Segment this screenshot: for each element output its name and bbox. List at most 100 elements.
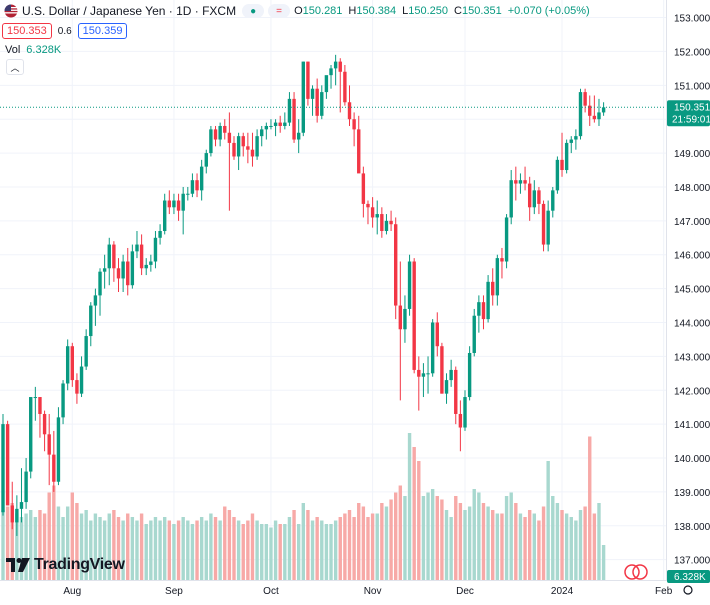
volume-bar: [375, 513, 379, 580]
volume-bar: [223, 506, 227, 580]
volume-bar: [172, 524, 176, 580]
candle-body: [523, 180, 527, 184]
candle-body: [555, 159, 560, 191]
volume-bar: [213, 517, 218, 580]
volume-bar: [75, 503, 79, 580]
candle-body: [213, 129, 218, 140]
candle-body: [79, 366, 84, 394]
volume-bar: [500, 513, 504, 580]
candle-body: [375, 214, 379, 218]
volume-bar: [10, 503, 14, 580]
candle-body: [329, 68, 333, 76]
y-tick-label: 138.000: [674, 522, 710, 533]
volume-bar: [361, 506, 366, 580]
symbol-title[interactable]: U.S. Dollar / Japanese Yen · 1D · FXCM: [22, 4, 237, 18]
volume-bar: [260, 524, 264, 580]
candle-body: [560, 159, 564, 171]
volume-bar: [163, 517, 167, 580]
sell-button[interactable]: 150.353: [2, 23, 52, 39]
candle-body: [278, 122, 282, 126]
volume-bar: [532, 513, 536, 580]
volume-bar: [38, 510, 42, 580]
candle-body: [149, 261, 153, 265]
candle-body: [481, 302, 486, 320]
candle-body: [255, 136, 259, 157]
volume-bar: [597, 503, 601, 580]
candle-body: [417, 369, 421, 377]
candle-body: [75, 380, 79, 394]
candle-body: [449, 369, 453, 381]
tradingview-logo[interactable]: TradingView: [6, 556, 125, 574]
volume-bar: [384, 506, 389, 580]
candle-body: [551, 190, 555, 211]
candle-body: [29, 397, 33, 472]
volume-bar: [315, 517, 319, 580]
volume-bar: [546, 461, 550, 580]
us-flag-icon: [4, 4, 18, 18]
candle-body: [130, 251, 135, 286]
candle-body: [296, 132, 301, 140]
settings-icon[interactable]: [683, 585, 693, 595]
candle-body: [320, 92, 324, 116]
ohlc-open: O150.281: [294, 5, 343, 17]
volume-bar: [52, 485, 56, 580]
volume-bar: [472, 489, 476, 580]
candle-body: [70, 346, 74, 381]
volume-bar: [527, 510, 532, 580]
candle-body: [509, 180, 513, 218]
y-tick-label: 148.000: [674, 183, 710, 194]
volume-bar: [306, 510, 310, 580]
volume-bar: [333, 520, 338, 580]
collapse-legend-button[interactable]: ︿: [6, 59, 24, 75]
volume-bar: [301, 503, 305, 580]
candle-body: [172, 200, 176, 208]
candle-body: [153, 237, 158, 262]
volume-bar: [357, 503, 361, 580]
market-status-equals-icon[interactable]: =: [268, 4, 291, 18]
candle-body: [163, 200, 167, 232]
volume-bar: [70, 492, 74, 580]
y-tick-label: 151.000: [674, 81, 710, 92]
volume-bar: [167, 520, 172, 580]
volume-bar: [444, 510, 449, 580]
candle-body: [444, 380, 449, 394]
candle-body: [361, 173, 366, 204]
volume-bar: [121, 520, 125, 580]
candle-body: [246, 146, 250, 150]
volume-bar: [181, 517, 185, 580]
events-icon[interactable]: [624, 564, 640, 580]
volume-bar: [209, 513, 213, 580]
candle-body: [597, 112, 601, 120]
tradingview-mark-icon: [6, 558, 30, 572]
candle-body: [199, 166, 204, 191]
volume-bar: [158, 520, 162, 580]
volume-bar: [440, 499, 444, 580]
volume-bar: [236, 520, 241, 580]
candle-body: [19, 502, 24, 509]
volume-bar: [190, 524, 195, 580]
candle-body: [107, 244, 111, 269]
candle-body: [227, 132, 232, 143]
buy-button[interactable]: 150.359: [77, 23, 128, 39]
volume-bar: [264, 524, 269, 580]
volume-bar: [144, 524, 148, 580]
candle-body: [273, 122, 278, 126]
candle-body: [93, 295, 98, 306]
volume-bar: [186, 520, 190, 580]
volume-bar: [481, 503, 486, 580]
candle-body: [84, 336, 88, 367]
candle-body: [537, 190, 541, 204]
volume-label: Vol: [5, 44, 21, 56]
candle-body: [366, 203, 370, 208]
candle-body: [463, 397, 467, 428]
x-tick-label: 2024: [551, 586, 574, 597]
market-status-open-icon[interactable]: ●: [242, 4, 265, 18]
y-tick-label: 152.000: [674, 47, 710, 58]
volume-bar: [47, 492, 51, 580]
chevron-up-icon: ︿: [10, 62, 20, 73]
logo-text: TradingView: [34, 556, 125, 573]
volume-bar: [398, 485, 403, 580]
volume-bar: [495, 513, 500, 580]
